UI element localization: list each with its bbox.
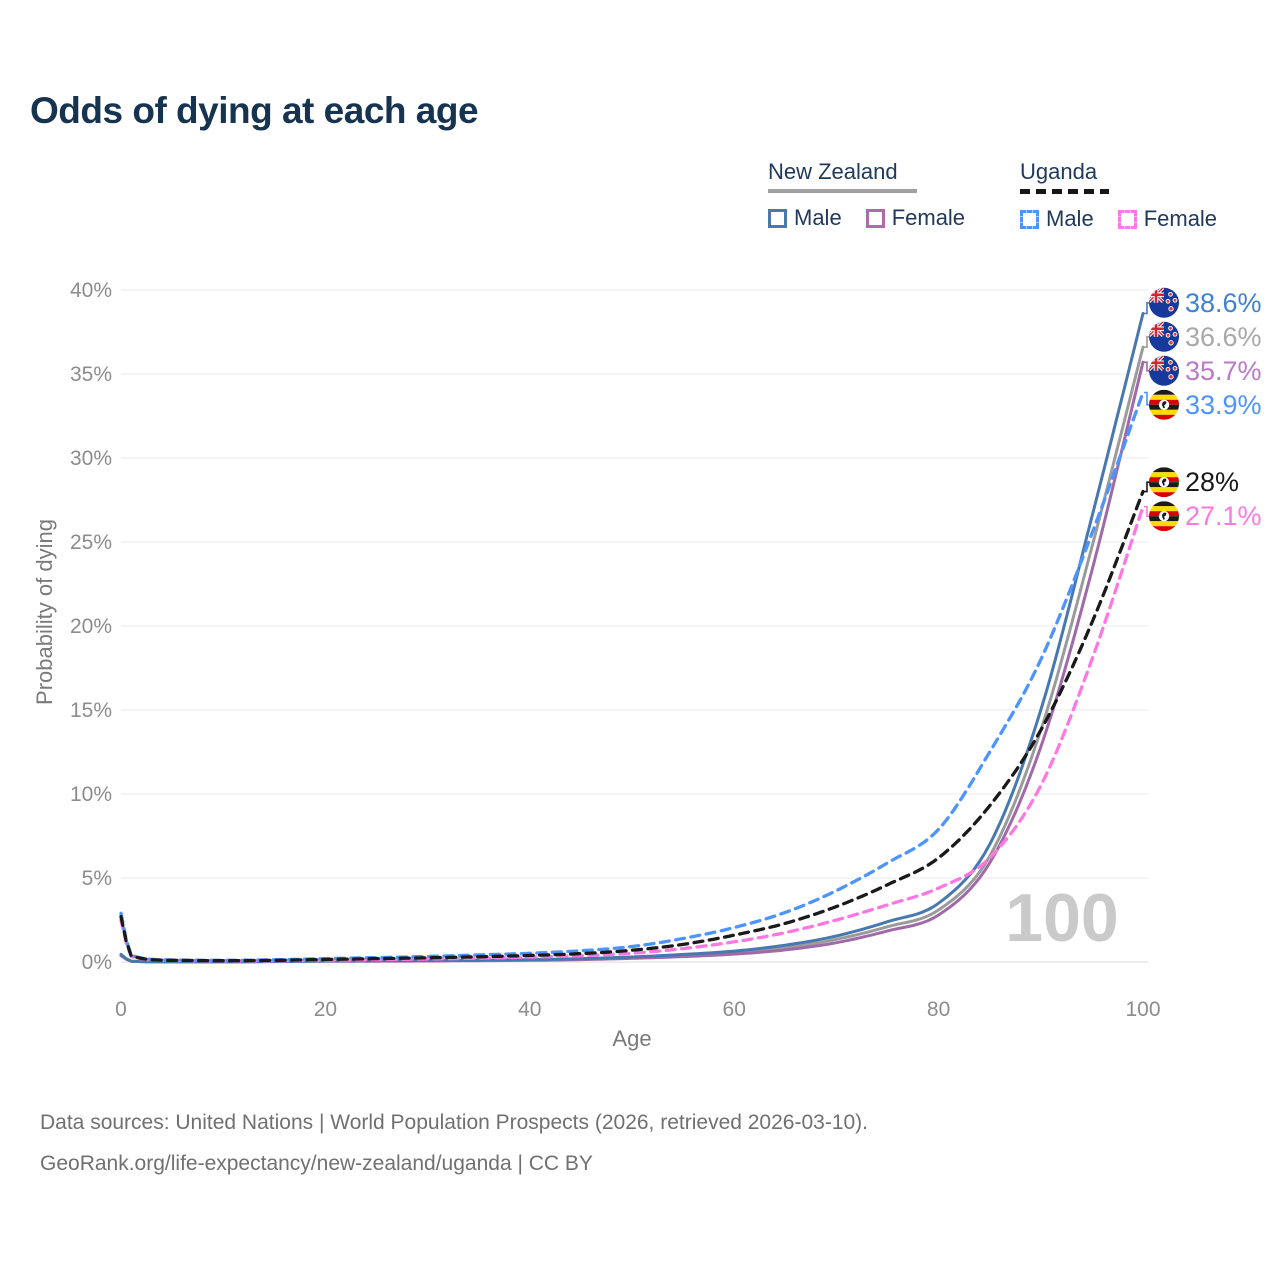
footer-attribution-link[interactable]: GeoRank.org/life-expectancy/new-zealand/… (40, 1152, 593, 1175)
y-tick-label: 5% (82, 867, 112, 890)
end-value-label-new-zealand[interactable]: 36.6% (1185, 322, 1262, 352)
footer: Data sources: United Nations | World Pop… (40, 1102, 868, 1184)
y-tick-label: 10% (70, 783, 112, 806)
legend-swatch-nz-female[interactable] (865, 208, 885, 228)
legend-swatch-ug-male[interactable] (1020, 209, 1039, 229)
footer-data-sources: Data sources: United Nations | World Pop… (40, 1111, 869, 1134)
legend-item-label: Female (891, 205, 966, 230)
end-label-connectors (1144, 302, 1150, 517)
legend-underline-dashed (1020, 189, 1109, 194)
x-tick-label: 100 (1125, 998, 1160, 1021)
end-value-label-new-zealand-male[interactable]: 38.6% (1185, 288, 1262, 318)
flag-icon-ug (1149, 467, 1179, 497)
end-label-connector (1144, 505, 1150, 517)
legend-item-nz-male[interactable]: Male (768, 205, 842, 231)
legend-item-ug-male[interactable]: Male (1020, 206, 1094, 232)
legend-item-nz-female[interactable]: Female (865, 205, 966, 231)
series-line-uganda-male[interactable] (119, 390, 1145, 962)
series-lines (119, 312, 1145, 964)
series-line-new-zealand-female[interactable] (119, 360, 1145, 964)
y-tick-label: 40% (70, 279, 112, 302)
x-tick-label: 0 (115, 998, 127, 1021)
end-label-connector (1144, 481, 1150, 493)
series-line-uganda[interactable] (119, 489, 1145, 963)
x-tick-label: 40 (518, 998, 541, 1021)
series-line-uganda-female[interactable] (119, 505, 1145, 963)
y-tick-label: 0% (82, 951, 112, 974)
flag-icon-ug (1149, 390, 1179, 420)
legend-group-uganda: Uganda Male Female (1020, 160, 1241, 232)
end-value-label-uganda-female[interactable]: 27.1% (1185, 501, 1262, 531)
end-value-label-new-zealand-female[interactable]: 35.7% (1185, 356, 1262, 386)
watermark-age-100: 100 (1005, 880, 1118, 956)
legend-swatch-nz-male[interactable] (768, 208, 787, 228)
flag-icon-nz (1148, 355, 1179, 386)
y-axis-title: Probability of dying (32, 519, 57, 705)
gridlines (121, 289, 1148, 963)
end-value-label-uganda[interactable]: 28% (1185, 467, 1239, 497)
legend-group-title-new-zealand: New Zealand (768, 159, 898, 184)
end-label-flag-icons (1148, 287, 1179, 531)
legend-group-title-uganda: Uganda (1020, 159, 1098, 184)
x-axis-title: Age (612, 1026, 652, 1051)
chart-title: Odds of dying at each age (30, 90, 479, 131)
x-tick-label: 60 (723, 998, 746, 1021)
y-axis-tick-labels: 0% 5% 10% 15% 20% 25% 30% 35% 40% (70, 279, 112, 974)
x-tick-label: 20 (314, 998, 337, 1021)
flag-icon-nz (1148, 287, 1179, 318)
y-tick-label: 20% (70, 615, 112, 638)
legend-swatch-ug-female[interactable] (1117, 209, 1137, 229)
y-tick-label: 35% (70, 363, 112, 386)
x-tick-label: 80 (927, 998, 950, 1021)
end-label-connector (1144, 336, 1150, 348)
y-tick-label: 25% (70, 531, 112, 554)
legend-item-label: Female (1143, 206, 1218, 231)
series-line-new-zealand[interactable] (119, 345, 1145, 964)
legend-item-label: Male (794, 205, 842, 230)
flag-icon-nz (1148, 321, 1179, 352)
end-value-label-uganda-male[interactable]: 33.9% (1185, 390, 1262, 420)
legend-group-new-zealand: New Zealand Male Female (768, 160, 989, 231)
flag-icon-ug (1149, 501, 1179, 531)
x-axis-tick-labels: 0 20 40 60 80 100 (115, 998, 1160, 1021)
legend-item-ug-female[interactable]: Female (1117, 206, 1218, 232)
y-tick-label: 15% (70, 699, 112, 722)
y-tick-label: 30% (70, 447, 112, 470)
end-label-connector (1144, 361, 1150, 372)
legend-item-label: Male (1046, 206, 1094, 231)
end-value-labels: 38.6% 36.6% 35.7% 33.9% 28% 27.1% (1185, 288, 1262, 531)
legend-underline-solid (768, 189, 917, 193)
end-label-connector (1144, 391, 1150, 406)
end-label-connector (1144, 302, 1150, 315)
